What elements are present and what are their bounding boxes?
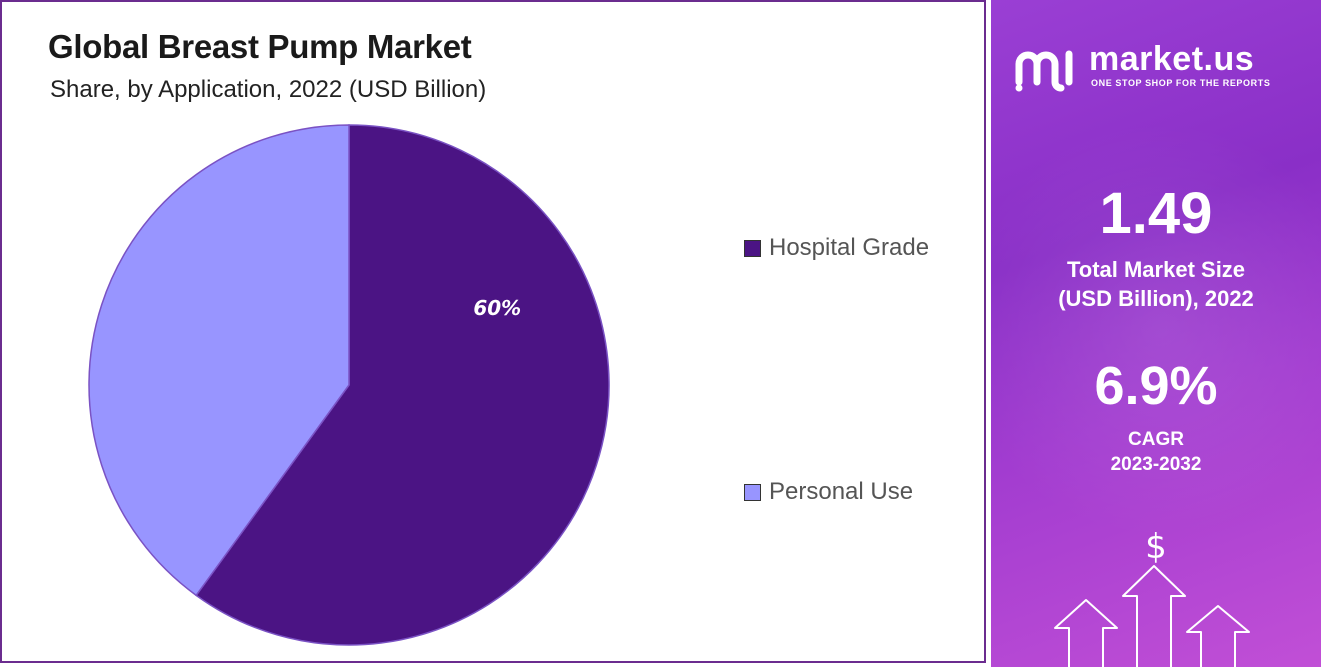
- legend-label-hospital-grade: Hospital Grade: [769, 234, 930, 261]
- dollar-sign-icon: $: [1145, 527, 1167, 567]
- market-size-label-line1: Total Market Size: [1066, 257, 1246, 282]
- market-size-value: 1.49: [1099, 181, 1213, 246]
- legend-swatch-personal-use: [744, 483, 761, 501]
- growth-arrows-icon: $: [1054, 527, 1250, 667]
- legend-label-personal-use: Personal Use: [769, 478, 914, 505]
- pie-label-hospital-grade: 60%: [473, 296, 521, 320]
- market-size-label-line2: (USD Billion), 2022: [1058, 285, 1254, 311]
- cagr-label-line2: 2023-2032: [1110, 453, 1202, 475]
- legend-item-personal-use: Personal Use: [744, 478, 913, 506]
- chart-title: Global Breast Pump Market: [48, 28, 472, 65]
- chart-subtitle: Share, by Application, 2022 (USD Billion…: [50, 76, 487, 103]
- brand-tagline: ONE STOP SHOP FOR THE REPORTS: [1091, 78, 1271, 88]
- cagr-value: 6.9%: [1094, 356, 1218, 416]
- summary-side-panel: market.us ONE STOP SHOP FOR THE REPORTS …: [991, 0, 1321, 667]
- cagr-label: CAGR 2023-2032: [991, 428, 1321, 477]
- cagr-label-line1: CAGR: [1128, 429, 1184, 450]
- chart-panel: Global Breast Pump Market Share, by Appl…: [0, 0, 986, 663]
- brand-logo: market.us ONE STOP SHOP FOR THE REPORTS: [1013, 40, 1313, 100]
- market-size-label: Total Market Size (USD Billion), 2022: [991, 256, 1321, 313]
- pie-slice-personal-use: [88, 124, 350, 597]
- pie-chart: 60%: [88, 124, 610, 646]
- pie-slice-hospital-grade: [195, 124, 610, 646]
- legend-swatch-hospital-grade: [744, 239, 761, 257]
- market-us-logo-icon: [1015, 50, 1073, 92]
- brand-name: market.us: [1089, 40, 1255, 78]
- legend-item-hospital-grade: Hospital Grade: [744, 234, 929, 262]
